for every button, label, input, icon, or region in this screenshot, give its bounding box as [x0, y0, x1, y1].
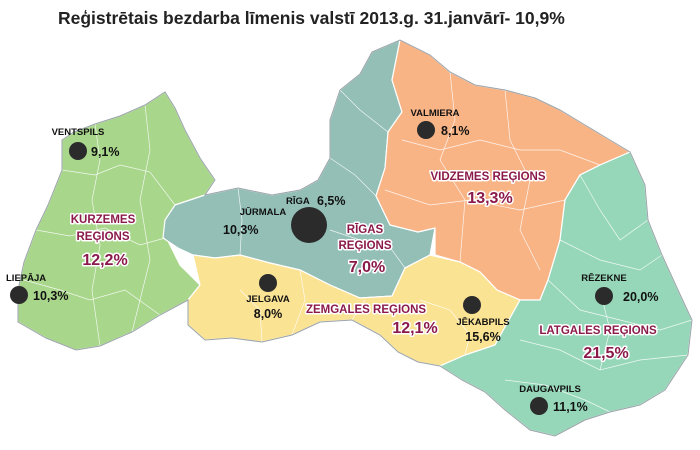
city-name-rezekne: RĒZEKNE: [581, 273, 626, 284]
country-border: [17, 39, 693, 437]
city-dot-riga: [291, 207, 327, 243]
city-rate-jurmala: 10,3%: [223, 223, 258, 237]
city-name-jurmala: JŪRMALA: [240, 207, 287, 218]
city-dot-jelgava: [259, 274, 277, 292]
city-name-valmiera: VALMIERA: [411, 108, 460, 119]
city-dot-rezekne: [595, 287, 613, 305]
city-rate-daugavpils: 11,1%: [553, 400, 588, 414]
city-markers: VENTSPILS 9,1% LIEPĀJA 10,3% JŪRMALA 10,…: [6, 108, 658, 415]
city-name-riga: RĪGA: [286, 196, 310, 207]
region-latgale-name: LATGALES REĢIONS: [539, 325, 657, 337]
city-dot-liepaja: [10, 286, 28, 304]
region-labels: KURZEMES REĢIONS 12,2% RĪGAS REĢIONS 7,0…: [69, 170, 658, 364]
region-vidzeme-rate: 13,3%: [467, 190, 512, 207]
city-rate-rezekne: 20,0%: [623, 290, 658, 304]
city-rate-jekabpils: 15,6%: [465, 330, 500, 344]
region-riga-name-line2: REĢIONS: [338, 240, 391, 252]
city-name-jekabpils: JĒKABPILS: [456, 317, 509, 328]
city-rate-valmiera: 8,1%: [441, 124, 470, 138]
city-name-liepaja: LIEPĀJA: [6, 273, 46, 284]
city-dot-daugavpils: [530, 397, 548, 415]
city-rate-liepaja: 10,3%: [33, 289, 68, 303]
region-vidzeme-name: VIDZEMES REĢIONS: [430, 171, 545, 183]
city-rate-jelgava: 8,0%: [254, 307, 283, 321]
region-zemgale-name: ZEMGALES REĢIONS: [306, 304, 426, 316]
map-title: Reģistrētais bezdarba līmenis valstī 201…: [58, 8, 565, 28]
region-riga-rate: 7,0%: [349, 259, 385, 276]
city-rate-riga: 6,5%: [317, 194, 346, 208]
city-dot-valmiera: [417, 121, 435, 139]
city-name-jelgava: JELGAVA: [246, 294, 290, 305]
city-dot-jekabpils: [463, 296, 481, 314]
city-rate-ventspils: 9,1%: [91, 145, 120, 159]
region-latgale-rate: 21,5%: [583, 345, 628, 362]
city-dot-ventspils: [69, 142, 87, 160]
region-kurzeme-name-line1: KURZEMES: [71, 214, 136, 226]
city-name-ventspils: VENTSPILS: [52, 127, 105, 138]
municipality-lines: [23, 71, 693, 413]
region-riga-name-line1: RĪGAS: [347, 224, 384, 236]
region-kurzeme-rate: 12,2%: [82, 252, 127, 269]
region-zemgale-rate: 12,1%: [392, 320, 437, 337]
region-kurzeme-name-line2: REĢIONS: [76, 231, 129, 243]
city-name-daugavpils: DAUGAVPILS: [519, 384, 581, 395]
